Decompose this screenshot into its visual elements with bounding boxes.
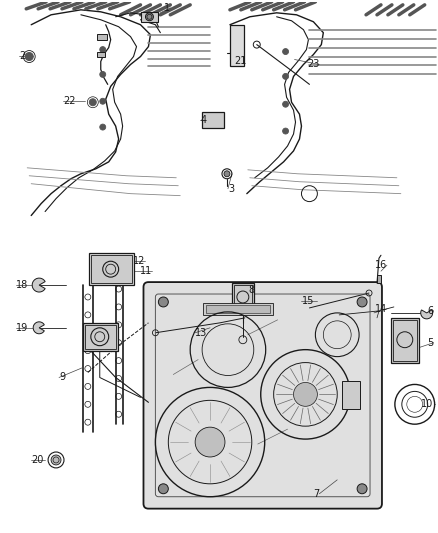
Circle shape [357,297,367,307]
Bar [85,325,116,349]
Text: 15: 15 [301,296,314,306]
Circle shape [195,427,225,457]
Bar [234,285,252,309]
Circle shape [89,99,96,106]
Bar [377,275,381,283]
Text: 13: 13 [195,328,208,338]
Circle shape [283,101,289,107]
Text: 22: 22 [63,96,75,106]
Circle shape [100,71,106,77]
Text: 21: 21 [234,56,246,67]
Bar [97,52,105,56]
Circle shape [159,297,168,307]
Bar [206,305,270,313]
Circle shape [293,383,318,406]
Circle shape [224,171,230,177]
Wedge shape [32,278,45,292]
Circle shape [100,98,106,104]
Bar [230,25,244,67]
Circle shape [25,53,33,61]
Circle shape [283,128,289,134]
Bar [232,283,254,311]
Bar [97,34,107,39]
Text: 23: 23 [307,60,319,69]
Text: 8: 8 [249,285,255,295]
Bar [203,303,273,315]
Text: 5: 5 [427,338,434,348]
Bar [89,253,134,285]
Circle shape [159,484,168,494]
Circle shape [283,74,289,79]
Text: 1: 1 [164,3,170,13]
Text: 16: 16 [374,260,387,270]
Bar [202,112,224,128]
Circle shape [283,49,289,54]
Text: 10: 10 [421,399,434,409]
Text: 20: 20 [31,455,43,465]
Text: 18: 18 [16,280,28,290]
Circle shape [51,455,61,465]
Circle shape [100,124,106,130]
Bar [393,320,417,361]
Text: 3: 3 [228,184,234,193]
Bar [141,12,159,22]
Text: 11: 11 [140,266,152,276]
Text: 12: 12 [133,256,145,266]
FancyBboxPatch shape [144,282,382,508]
Circle shape [357,484,367,494]
Text: 2: 2 [19,51,25,61]
Bar [391,318,419,362]
Text: 19: 19 [16,323,28,333]
Bar [91,255,131,283]
Wedge shape [421,310,433,319]
Text: 14: 14 [374,304,387,314]
Bar [83,323,118,351]
Wedge shape [33,322,44,334]
Circle shape [145,13,153,21]
Text: 9: 9 [59,373,65,383]
Bar [342,382,360,409]
Text: 7: 7 [313,489,319,499]
Circle shape [100,46,106,53]
Text: 6: 6 [427,306,434,316]
Text: 4: 4 [200,115,206,125]
